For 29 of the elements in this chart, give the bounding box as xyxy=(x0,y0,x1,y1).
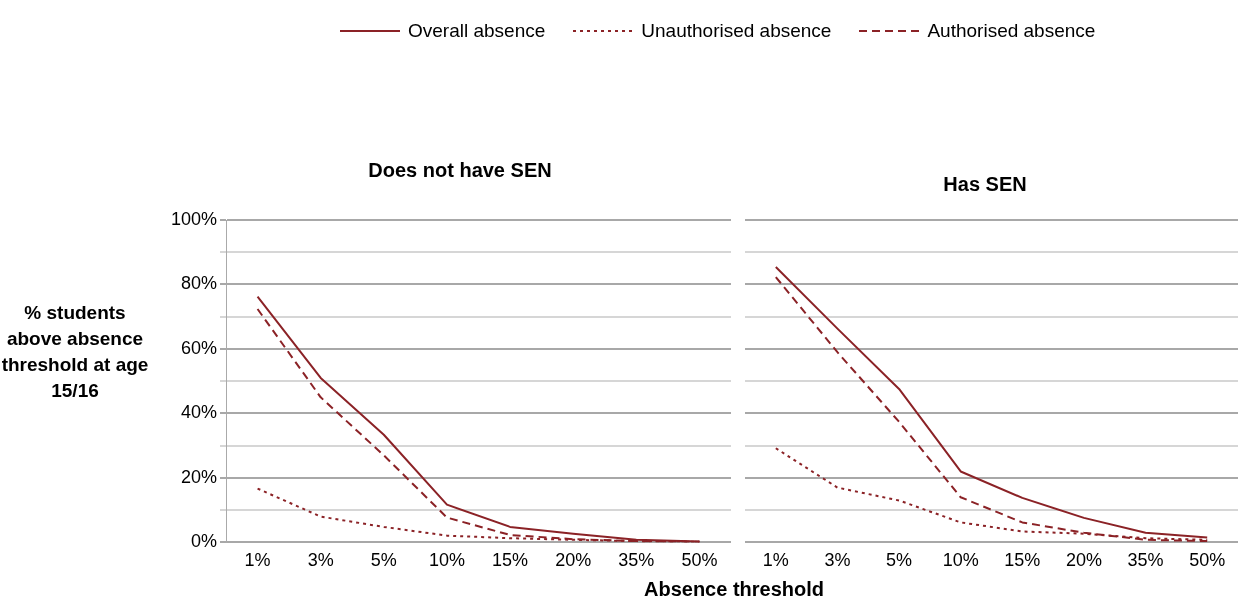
y-tick-label: 40% xyxy=(180,402,217,423)
y-tick-label: 80% xyxy=(180,273,217,294)
x-tick-label: 10% xyxy=(428,550,465,571)
chart-title: Has SEN xyxy=(942,172,1028,196)
x-tick-label: 1% xyxy=(762,550,789,571)
x-tick-label: 1% xyxy=(244,550,271,571)
chart-title: Does not have SEN xyxy=(367,158,553,182)
x-tick-label: 20% xyxy=(1065,550,1102,571)
legend-label: Authorised absence xyxy=(927,20,1096,42)
legend-label: Overall absence xyxy=(408,20,546,42)
x-tick-label: 3% xyxy=(824,550,851,571)
x-axis-title: Absence threshold xyxy=(642,578,825,601)
x-tick-label: 35% xyxy=(1127,550,1164,571)
x-tick-label: 50% xyxy=(681,550,718,571)
y-tick-label: 20% xyxy=(180,466,217,487)
y-axis-title: % students above absence threshold at age 15/16 xyxy=(0,301,150,403)
x-tick-label: 5% xyxy=(886,550,913,571)
x-tick-label: 50% xyxy=(1189,550,1226,571)
x-tick-label: 5% xyxy=(370,550,397,571)
x-tick-label: 10% xyxy=(942,550,979,571)
x-tick-label: 3% xyxy=(307,550,334,571)
x-tick-label: 15% xyxy=(1004,550,1041,571)
legend-label: Unauthorised absence xyxy=(641,20,832,42)
x-tick-label: 20% xyxy=(555,550,592,571)
x-tick-label: 15% xyxy=(492,550,529,571)
y-tick-label: 0% xyxy=(190,531,217,552)
y-tick-label: 100% xyxy=(170,208,217,229)
x-tick-label: 35% xyxy=(618,550,655,571)
y-tick-label: 60% xyxy=(180,337,217,358)
